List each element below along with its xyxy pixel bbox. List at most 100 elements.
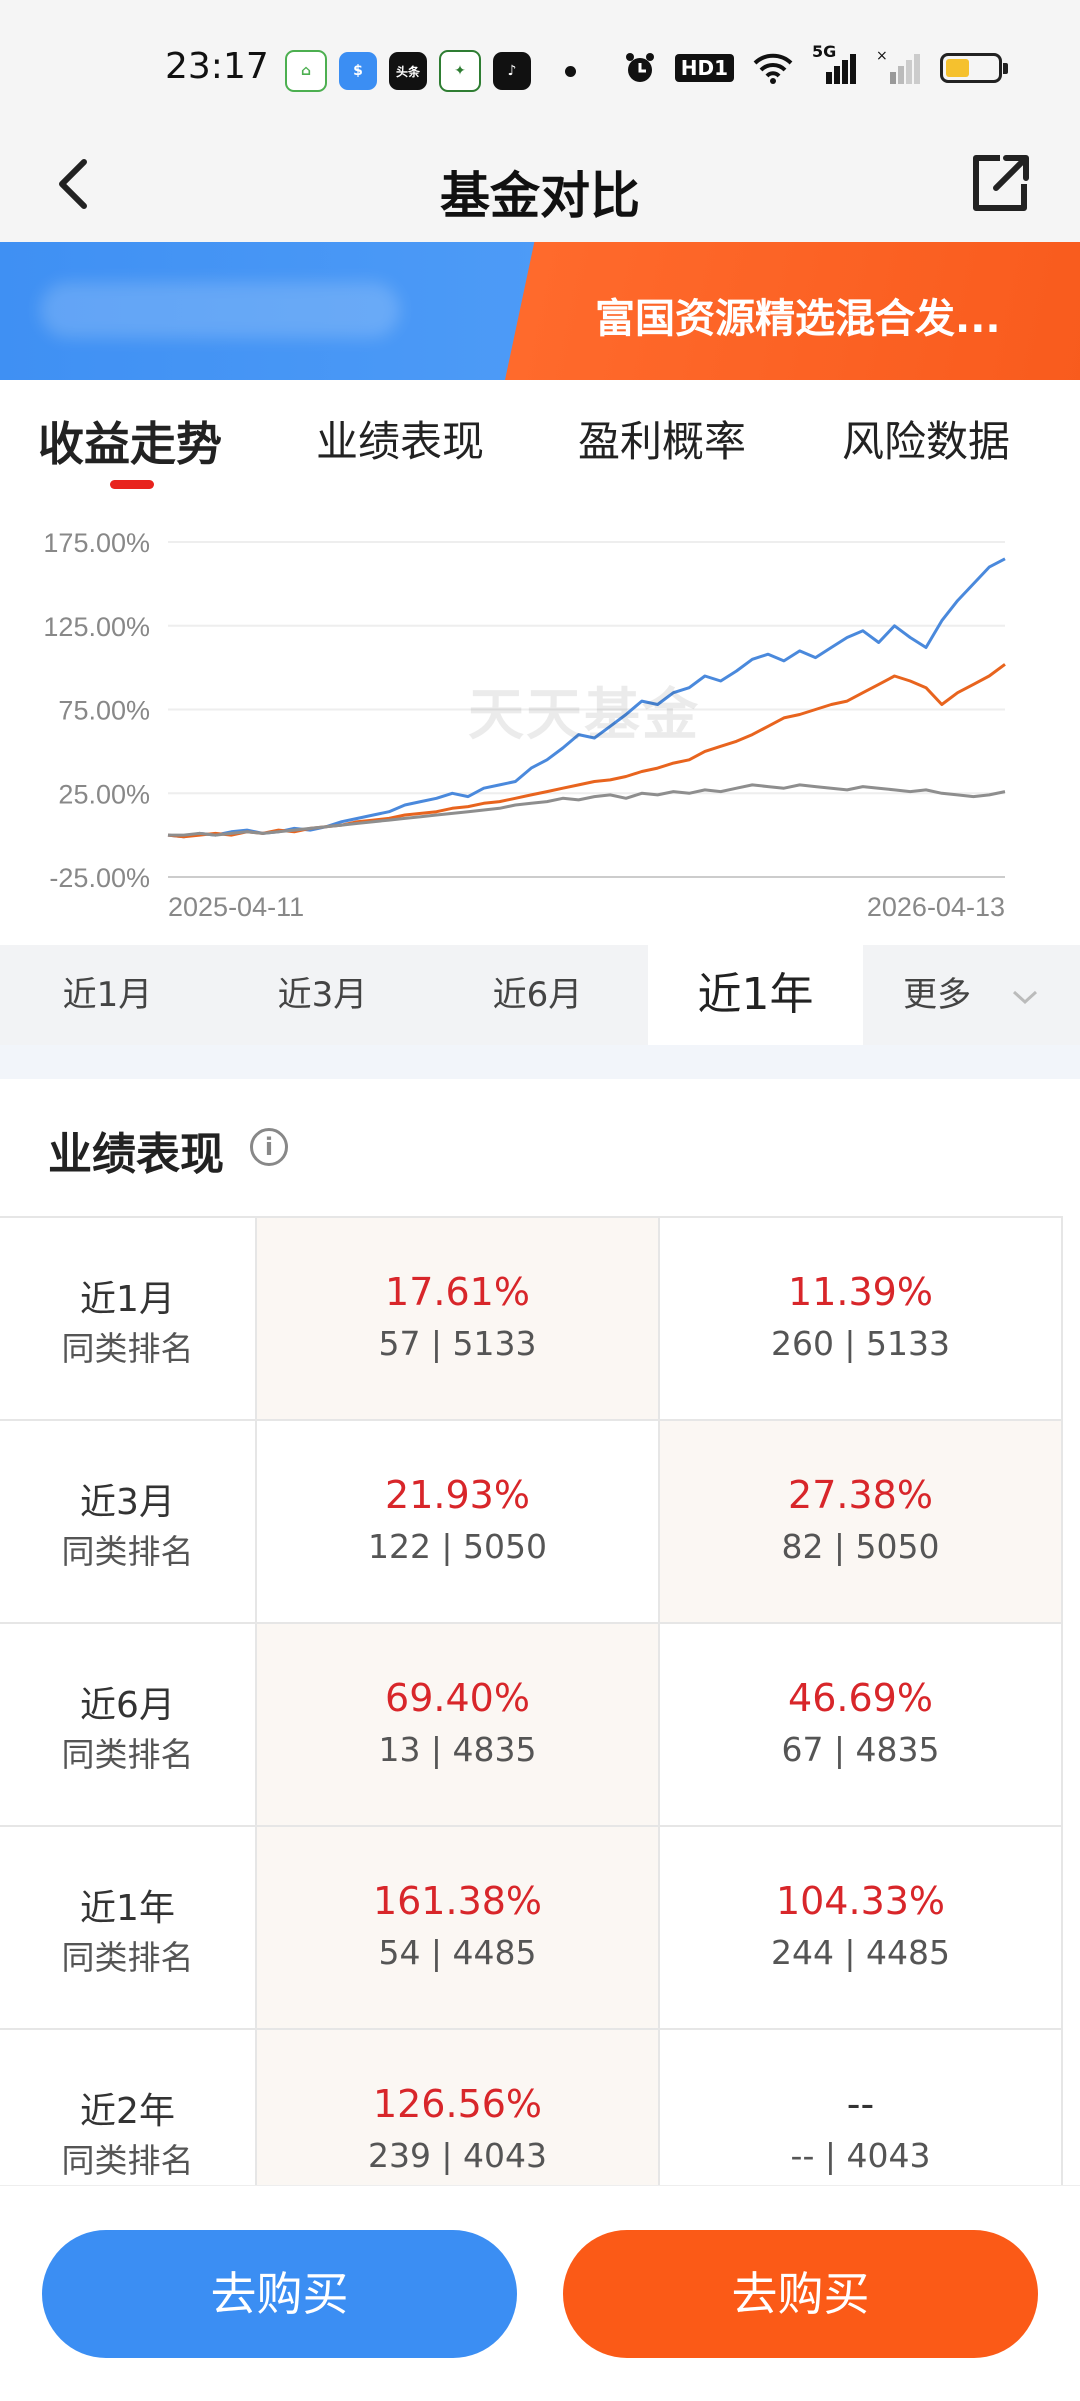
period-6-months[interactable]: 近6月	[492, 975, 583, 1015]
return-chart-svg: 175.00% 125.00% 75.00% 25.00% -25.00% 2025-04…	[43, 528, 1006, 922]
rank-label: 同类排名	[61, 1938, 194, 1977]
status-time: 23:17	[165, 46, 269, 87]
info-icon[interactable]: i	[250, 1128, 288, 1166]
fund-a-cell: 17.61% 57 | 5133	[257, 1218, 660, 1419]
bottom-action-bar: 去购买 去购买	[0, 2185, 1080, 2401]
series-benchmark-line	[168, 783, 1006, 837]
more-notifications-dot	[565, 65, 576, 77]
rank-label: 同类排名	[61, 1532, 194, 1571]
period-cell: 近3月 同类排名	[0, 1421, 257, 1622]
fund-b-return: 27.38%	[788, 1473, 933, 1517]
tiktok-app-icon: ♪	[493, 52, 531, 90]
period-label: 近3月	[80, 1482, 175, 1523]
period-1-year[interactable]: 近1年	[648, 945, 863, 1045]
period-cell: 近1月 同类排名	[0, 1218, 257, 1419]
fund-b-cell: 11.39% 260 | 5133	[660, 1218, 1063, 1419]
table-row: 近1月 同类排名 17.61% 57 | 5133 11.39% 260 | 5…	[0, 1216, 1063, 1419]
rank-label: 同类排名	[61, 2141, 194, 2180]
fund-b-cell: -- -- | 4043	[660, 2030, 1063, 2231]
x-start-label: 2025-04-11	[168, 892, 304, 922]
y-tick-label: 75.00%	[58, 696, 150, 726]
status-bar: 23:17 ⌂ $ 头条 ✦ ♪ HD1 5G ×	[0, 0, 1080, 128]
tab-performance[interactable]: 业绩表现	[316, 417, 485, 466]
fund-b-cell: 104.33% 244 | 4485	[660, 1827, 1063, 2028]
fund-a-rank: 57 | 5133	[378, 1324, 537, 1363]
fund-a-rank: 54 | 4485	[378, 1933, 537, 1972]
network-label: 5G	[812, 42, 837, 61]
fund-b-return: 104.33%	[775, 1879, 946, 1923]
section-divider	[0, 1045, 1080, 1079]
fund-b-return: --	[846, 2082, 875, 2126]
x-end-label: 2026-04-13	[867, 892, 1005, 922]
period-selector: 近1月 近3月 近6月 近1年 更多	[0, 945, 1080, 1045]
period-label: 近2年	[80, 2091, 175, 2132]
fund-a-rank: 239 | 4043	[367, 2136, 548, 2175]
fund-b-cell: 27.38% 82 | 5050	[660, 1421, 1063, 1622]
table-row: 近1年 同类排名 161.38% 54 | 4485 104.33% 244 |…	[0, 1825, 1063, 2028]
y-tick-label: 175.00%	[43, 528, 150, 558]
fund-b-cell: 46.69% 67 | 4835	[660, 1624, 1063, 1825]
fund-b-rank: 82 | 5050	[781, 1527, 940, 1566]
battery-icon	[940, 53, 1008, 83]
fund-b-return: 46.69%	[788, 1676, 933, 1720]
table-row: 近6月 同类排名 69.40% 13 | 4835 46.69% 67 | 48…	[0, 1622, 1063, 1825]
period-1-month[interactable]: 近1月	[62, 975, 153, 1015]
toutiao-app-icon: 头条	[389, 52, 427, 90]
y-tick-label: 125.00%	[43, 612, 150, 642]
fund-a-cell: 69.40% 13 | 4835	[257, 1624, 660, 1825]
fund-a-return: 161.38%	[372, 1879, 543, 1923]
system-icons: HD1 5G ×	[623, 42, 1008, 86]
wifi-icon	[753, 53, 793, 84]
period-more-label: 更多	[903, 975, 972, 1015]
table-row: 近3月 同类排名 21.93% 122 | 5050 27.38% 82 | 5…	[0, 1419, 1063, 1622]
fund-b-rank: 260 | 5133	[770, 1324, 951, 1363]
fund-a-cell: 21.93% 122 | 5050	[257, 1421, 660, 1622]
buy-fund-b-button[interactable]: 去购买	[563, 2230, 1038, 2358]
battery-level	[946, 59, 969, 77]
fund-app-icon: $	[339, 52, 377, 90]
signal-5g-icon: 5G	[812, 42, 858, 86]
period-3-months[interactable]: 近3月	[277, 975, 368, 1015]
share-icon[interactable]	[960, 144, 1040, 224]
fund-b-rank: -- | 4043	[790, 2136, 931, 2175]
fund-b-rank: 244 | 4485	[770, 1933, 951, 1972]
y-tick-label: 25.00%	[58, 779, 150, 809]
notification-icons: ⌂ $ 头条 ✦ ♪	[285, 50, 576, 92]
period-cell: 近6月 同类排名	[0, 1624, 257, 1825]
fund-a-return: 17.61%	[385, 1270, 530, 1314]
top-bar: 基金对比	[0, 128, 1080, 242]
leaf-app-icon: ✦	[439, 50, 481, 92]
performance-table: 近1月 同类排名 17.61% 57 | 5133 11.39% 260 | 5…	[0, 1216, 1063, 2231]
rank-label: 同类排名	[61, 1735, 194, 1774]
chevron-left-icon[interactable]	[40, 148, 112, 220]
performance-title: 业绩表现	[48, 1129, 224, 1180]
right-fund-name[interactable]: 富国资源精选混合发...	[595, 296, 1001, 342]
fund-a-rank: 13 | 4835	[378, 1730, 537, 1769]
fund-a-return: 126.56%	[372, 2082, 543, 2126]
period-label: 近1月	[80, 1279, 175, 1320]
period-more[interactable]: 更多	[863, 945, 1080, 1045]
period-label: 近1年	[80, 1888, 175, 1929]
chevron-down-icon	[1012, 990, 1037, 1004]
buy-fund-a-button[interactable]: 去购买	[42, 2230, 517, 2358]
return-chart[interactable]: 175.00% 125.00% 75.00% 25.00% -25.00% 2025-04…	[0, 500, 1080, 945]
page-title: 基金对比	[440, 167, 640, 225]
hd-icon: HD1	[674, 54, 734, 82]
section-tabs: 收益走势 业绩表现 盈利概率 风险数据	[0, 380, 1080, 500]
tab-return-trend[interactable]: 收益走势	[38, 417, 222, 471]
fund-a-return: 69.40%	[385, 1676, 530, 1720]
tab-risk-data[interactable]: 风险数据	[842, 417, 1011, 466]
fund-compare-banner: 富国资源精选混合发...	[0, 242, 1080, 380]
period-label: 近6月	[80, 1685, 175, 1726]
signal-weak-icon: ×	[876, 50, 920, 84]
alarm-icon	[625, 53, 654, 82]
tab-profit-probability[interactable]: 盈利概率	[578, 417, 747, 466]
y-tick-label: -25.00%	[49, 863, 150, 893]
fund-b-return: 11.39%	[788, 1270, 933, 1314]
fund-a-return: 21.93%	[385, 1473, 530, 1517]
watermark: 天天基金	[468, 683, 700, 748]
period-cell: 近1年 同类排名	[0, 1827, 257, 2028]
blurred-fund-name[interactable]	[40, 282, 400, 338]
fund-b-rank: 67 | 4835	[781, 1730, 940, 1769]
rank-label: 同类排名	[61, 1329, 194, 1368]
